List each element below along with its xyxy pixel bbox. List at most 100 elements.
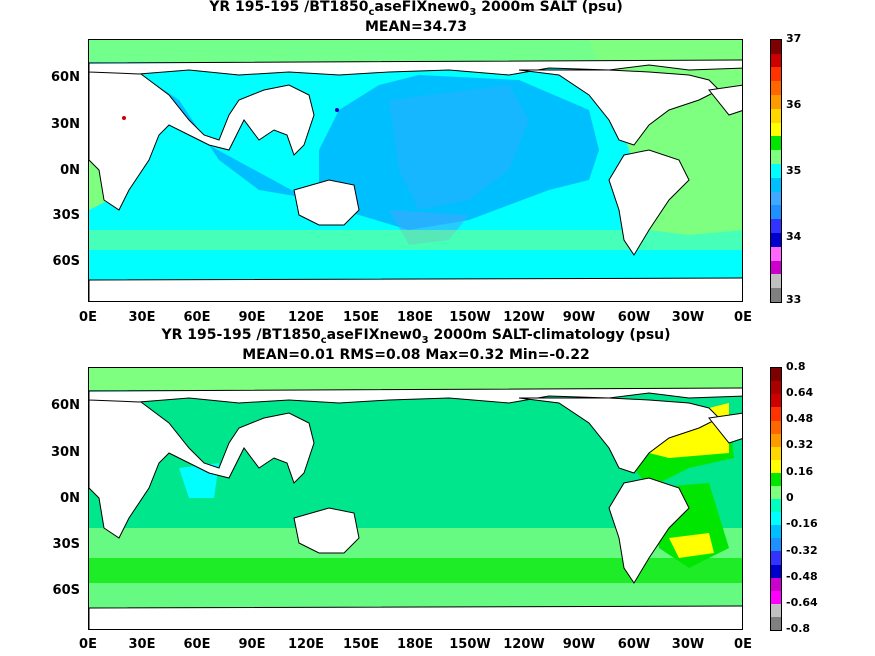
p2-antarctica: [89, 605, 742, 629]
p1-colorbar-tick: 37: [786, 32, 802, 45]
colorbar-swatch: [771, 616, 781, 630]
p1-antarctica: [89, 277, 742, 301]
colorbar-swatch: [771, 81, 781, 96]
p2-south-america: [608, 477, 690, 584]
colorbar-swatch: [771, 246, 781, 261]
p1-south-america: [608, 149, 690, 256]
p2-lon-label: 120E: [287, 637, 325, 652]
panel1-map-svg: [89, 40, 742, 301]
panel1-title: YR 195-195 /BT1850caseFIXnew03 2000m SAL…: [0, 0, 832, 18]
colorbar-swatch: [771, 472, 781, 486]
colorbar-swatch: [771, 177, 781, 192]
panel2-title-part: aseFIXnew0: [326, 327, 422, 343]
p2-lon-label: 60E: [183, 637, 211, 652]
colorbar-swatch: [771, 150, 781, 165]
p2-north-america: [518, 397, 720, 474]
p1-lat-label: 0N: [60, 163, 80, 178]
colorbar-swatch: [771, 564, 781, 578]
p1-land: [89, 59, 742, 301]
colorbar-swatch: [771, 381, 781, 395]
colorbar-swatch: [771, 39, 781, 54]
p1-lon-label: 180E: [396, 310, 434, 325]
p1-europe-west: [708, 84, 742, 116]
p2-eurasia-africa: [89, 392, 315, 539]
p2-colorbar-tick: 0: [786, 491, 794, 504]
p1-colorbar-tick: 36: [786, 98, 802, 111]
p1-arctic-land: [89, 59, 742, 76]
p1-lon-label: 120E: [287, 310, 325, 325]
colorbar-swatch: [771, 485, 781, 500]
panel1-colorbar: [770, 39, 782, 303]
panel1-title-part: 2000m SALT (psu): [476, 0, 623, 15]
p2-arctic-land: [89, 387, 742, 404]
p2-lat-label: 60N: [51, 398, 80, 413]
p1-lon-label: 60E: [183, 310, 211, 325]
p1-lat-label: 30N: [51, 117, 80, 132]
p2-lon-label: 60W: [617, 637, 651, 652]
colorbar-swatch: [771, 191, 781, 206]
p1-southern-cyan: [89, 250, 742, 280]
p2-lon-label: 0E: [79, 637, 97, 652]
panel2-map: [88, 367, 743, 630]
p1-lon-label: 90E: [238, 310, 266, 325]
panel2-title-sub: 3: [421, 334, 429, 346]
colorbar-swatch: [771, 590, 781, 604]
p2-lat-label: 30N: [51, 445, 80, 460]
p1-lon-label: 90W: [562, 310, 596, 325]
p2-europe-west: [708, 412, 742, 444]
p1-colorbar-tick: 33: [786, 293, 802, 306]
p2-lon-label: 150E: [342, 637, 380, 652]
p1-colorbar-tick: 35: [786, 164, 802, 177]
colorbar-swatch: [771, 446, 781, 460]
p2-lat-label: 30S: [52, 537, 80, 552]
colorbar-swatch: [771, 95, 781, 109]
p2-lon-label: 90W: [562, 637, 596, 652]
panel2-map-svg: [89, 368, 742, 629]
panel2-title-sub: c: [320, 334, 327, 346]
p2-lat-label: 0N: [60, 491, 80, 506]
panel2-title-part: 2000m SALT-climatology (psu): [428, 327, 671, 343]
colorbar-swatch: [771, 67, 781, 82]
panel2-title: YR 195-195 /BT1850caseFIXnew03 2000m SAL…: [0, 327, 832, 346]
p2-atlantic-south-yellow: [669, 533, 714, 558]
colorbar-swatch: [771, 525, 781, 539]
p2-colorbar-tick: 0.8: [786, 360, 806, 373]
p2-colorbar-tick: -0.48: [786, 570, 818, 583]
colorbar-swatch: [771, 205, 781, 220]
colorbar-swatch: [771, 233, 781, 247]
p2-colorbar-tick: 0.16: [786, 465, 814, 478]
p2-colorbar-tick: -0.16: [786, 517, 818, 530]
p1-lon-label: 30E: [128, 310, 156, 325]
p1-lat-label: 60S: [52, 254, 80, 269]
colorbar-swatch: [771, 394, 781, 408]
p2-australia: [293, 507, 360, 554]
p1-lon-label: 150W: [449, 310, 491, 325]
p1-eurasia-africa: [89, 64, 315, 211]
colorbar-swatch: [771, 136, 781, 151]
p2-lon-label: 180E: [396, 637, 434, 652]
p2-land: [89, 387, 742, 629]
p1-pacific-deep: [389, 85, 529, 210]
p2-colorbar-tick: 0.32: [786, 438, 814, 451]
colorbar-swatch: [771, 551, 781, 565]
p1-lon-label: 30W: [671, 310, 705, 325]
panel1-title-sub: 3: [469, 6, 477, 18]
panel1-title-part: aseFIXnew0: [374, 0, 470, 15]
p2-lat-label: 60S: [52, 583, 80, 598]
colorbar-swatch: [771, 368, 781, 382]
colorbar-swatch: [771, 260, 781, 275]
p2-colorbar-tick: 0.48: [786, 412, 814, 425]
colorbar-swatch: [771, 219, 781, 234]
p1-australia: [293, 179, 360, 226]
colorbar-swatch: [771, 407, 781, 421]
p2-lon-label: 150W: [449, 637, 491, 652]
colorbar-swatch: [771, 577, 781, 591]
panel2-stats: MEAN=0.01 RMS=0.08 Max=0.32 Min=-0.22: [242, 347, 590, 363]
p2-colorbar-tick: -0.32: [786, 544, 818, 557]
p2-southern-band: [89, 558, 742, 583]
p2-lon-label: 90E: [238, 637, 266, 652]
colorbar-swatch: [771, 433, 781, 447]
colorbar-swatch: [771, 164, 781, 178]
colorbar-swatch: [771, 108, 781, 123]
colorbar-swatch: [771, 512, 781, 526]
